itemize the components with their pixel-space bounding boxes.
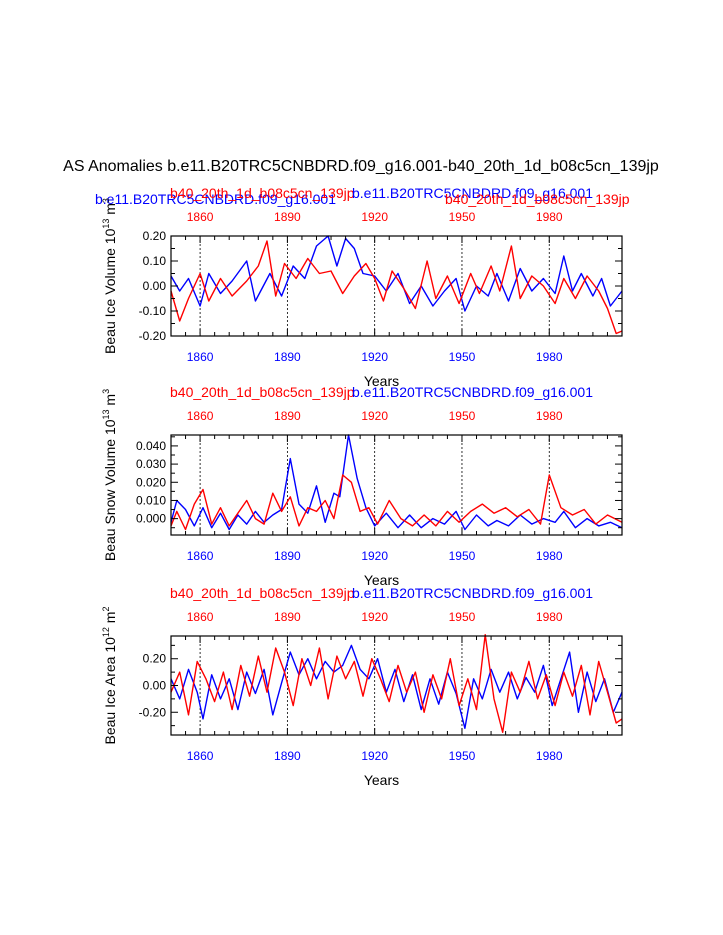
bottom-year-label: 1860: [187, 350, 214, 364]
plot-frame: [170, 434, 623, 536]
panel-ice-area: b40_20th_1d_b08c5cn_139jpb.e11.B20TRC5CN…: [101, 585, 623, 788]
bottom-year-label: 1950: [449, 350, 476, 364]
x-axis-title: Years: [364, 772, 399, 788]
y-tick-label: 0.040: [136, 439, 166, 453]
top-year-label: 1920: [361, 610, 388, 624]
y-axis-title: Beau Snow Volume 1013 m3: [101, 389, 118, 561]
top-year-label: 1950: [449, 610, 476, 624]
y-tick-label: 0.000: [136, 512, 166, 526]
panel-header-label: b40_20th_1d_b08c5cn_139jp: [170, 185, 355, 201]
top-year-label: 1980: [536, 409, 563, 423]
panel-header-label: b40_20th_1d_b08c5cn_139jp: [170, 384, 355, 400]
y-tick-label: 0.030: [136, 457, 166, 471]
y-axis-title-unit: m: [102, 394, 118, 410]
y-tick-label: 0.020: [136, 475, 166, 489]
y-axis-title-unit: m: [102, 203, 118, 219]
top-year-label: 1860: [187, 610, 214, 624]
bottom-year-label: 1860: [187, 549, 214, 563]
blue-series-line: [170, 434, 623, 531]
y-axis-title-unit-exponent: 3: [101, 198, 111, 203]
y-tick-label: 0.20: [143, 229, 167, 243]
blue-series-line: [170, 235, 623, 312]
panel-header-label: b40_20th_1d_b08c5cn_139jp: [445, 191, 630, 207]
top-year-label: 1950: [449, 409, 476, 423]
bottom-year-label: 1950: [449, 549, 476, 563]
y-tick-label: -0.20: [139, 705, 167, 719]
blue-series-line: [170, 644, 623, 729]
top-year-label: 1890: [274, 409, 301, 423]
y-axis-title-exponent: 13: [101, 409, 111, 419]
y-tick-label: 0.00: [143, 279, 167, 293]
top-year-label: 1920: [361, 409, 388, 423]
red-series-line: [170, 634, 623, 733]
y-axis-title-unit-exponent: 2: [101, 606, 111, 611]
top-year-label: 1890: [274, 610, 301, 624]
top-year-label: 1890: [274, 210, 301, 224]
panel-header-label: b.e11.B20TRC5CNBDRD.f09_g16.001: [352, 185, 593, 201]
bottom-year-label: 1860: [187, 749, 214, 763]
top-year-label: 1860: [187, 210, 214, 224]
y-tick-label: -0.20: [139, 329, 167, 343]
bottom-year-label: 1920: [361, 749, 388, 763]
bottom-year-label: 1890: [274, 749, 301, 763]
bottom-year-label: 1980: [536, 749, 563, 763]
panel-snow-volume: b40_20th_1d_b08c5cn_139jpb.e11.B20TRC5CN…: [101, 384, 623, 588]
y-axis-title-exponent: 13: [101, 219, 111, 229]
y-axis-title: Beau Ice Volume 1013 m3: [101, 198, 118, 354]
bottom-year-label: 1980: [536, 350, 563, 364]
panels: b.e11.B20TRC5CNBDRD.f09_g16.001b40_20th_…: [95, 185, 630, 788]
y-axis-title-main: Beau Ice Area 10: [102, 637, 118, 745]
top-year-label: 1920: [361, 210, 388, 224]
top-year-label: 1980: [536, 610, 563, 624]
panel-header-label: b40_20th_1d_b08c5cn_139jp: [170, 585, 355, 601]
top-year-label: 1980: [536, 210, 563, 224]
y-axis-title-exponent: 12: [101, 627, 111, 637]
red-series-line: [170, 474, 623, 531]
y-tick-label: 0.10: [143, 254, 167, 268]
panel-ice-volume: b.e11.B20TRC5CNBDRD.f09_g16.001b40_20th_…: [95, 185, 630, 389]
y-tick-label: 0.00: [143, 679, 167, 693]
red-series-line: [170, 240, 623, 335]
plot-frame: [170, 635, 623, 736]
panel-header-label: b.e11.B20TRC5CNBDRD.f09_g16.001: [352, 585, 593, 601]
y-axis-title-unit: m: [102, 612, 118, 628]
plot-frame: [170, 235, 623, 337]
x-axis-title: Years: [364, 373, 399, 389]
bottom-year-label: 1890: [274, 549, 301, 563]
panel-header-label: b.e11.B20TRC5CNBDRD.f09_g16.001: [352, 384, 593, 400]
bottom-year-label: 1920: [361, 549, 388, 563]
bottom-year-label: 1920: [361, 350, 388, 364]
y-axis-title: Beau Ice Area 1012 m2: [101, 606, 118, 744]
bottom-year-label: 1890: [274, 350, 301, 364]
figure-title: AS Anomalies b.e11.B20TRC5CNBDRD.f09_g16…: [63, 158, 659, 175]
top-year-label: 1860: [187, 409, 214, 423]
y-axis-title-main: Beau Snow Volume 10: [102, 419, 118, 561]
panel-header-label: b.e11.B20TRC5CNBDRD.f09_g16.001: [95, 191, 336, 207]
y-tick-label: 0.010: [136, 493, 166, 507]
x-axis-title: Years: [364, 572, 399, 588]
y-tick-label: -0.10: [139, 304, 167, 318]
y-axis-title-unit-exponent: 3: [101, 389, 111, 394]
y-tick-label: 0.20: [143, 652, 167, 666]
y-axis-title-main: Beau Ice Volume 10: [102, 228, 118, 354]
bottom-year-label: 1950: [449, 749, 476, 763]
bottom-year-label: 1980: [536, 549, 563, 563]
top-year-label: 1950: [449, 210, 476, 224]
